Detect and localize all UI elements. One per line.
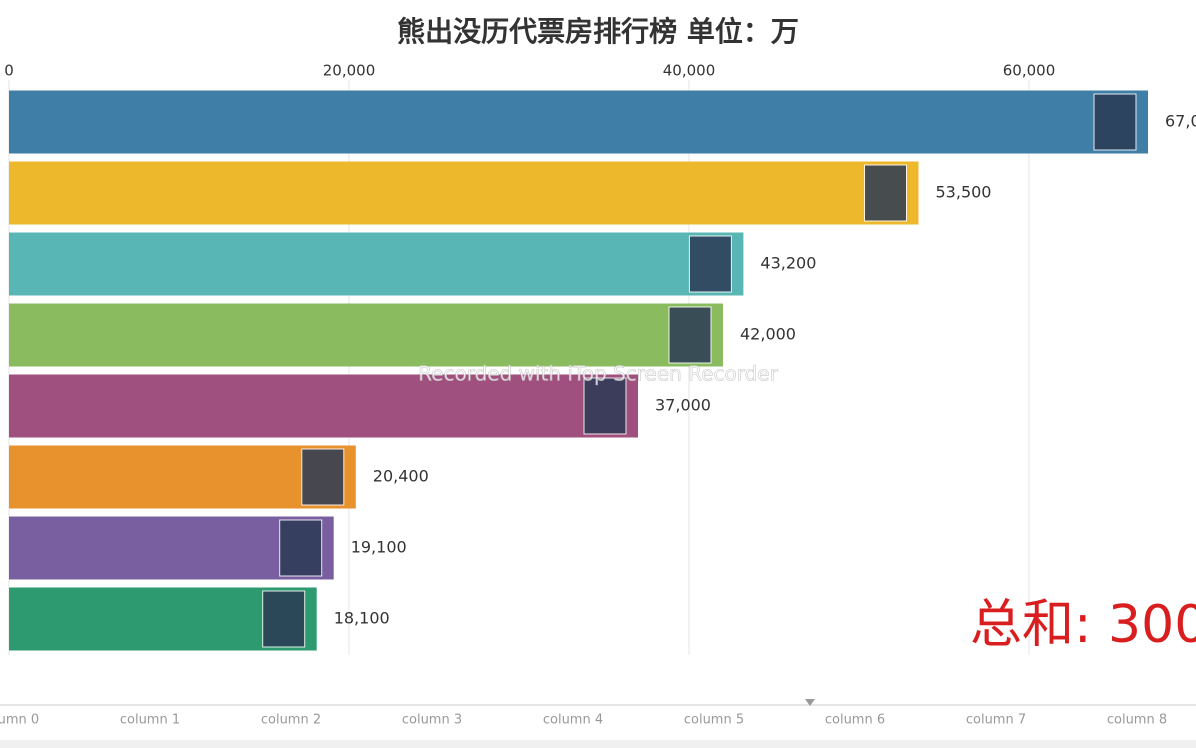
poster — [262, 590, 306, 648]
x-tick-label: 40,000 — [663, 62, 716, 80]
watermark: Recorded with iTop Screen Recorder — [418, 362, 778, 386]
timeline-label[interactable]: column 5 — [684, 713, 744, 728]
poster — [1093, 93, 1137, 151]
timeline-label[interactable]: column 4 — [543, 713, 603, 728]
poster — [688, 235, 732, 293]
poster — [301, 448, 345, 506]
value-label: 37,000 — [655, 396, 711, 415]
bar — [9, 445, 356, 509]
bar — [9, 161, 919, 225]
bar — [9, 232, 744, 296]
timeline-label[interactable]: column 6 — [825, 713, 885, 728]
value-label: 18,100 — [334, 609, 390, 628]
chart-title: 熊出没历代票房排行榜 单位：万 — [397, 15, 799, 48]
poster — [583, 377, 627, 435]
total-annotation: 总和: 300,300 — [970, 595, 1196, 655]
value-label: 42,000 — [740, 325, 796, 344]
timeline-label[interactable]: column 2 — [261, 713, 321, 728]
x-tick-label: 60,000 — [1003, 62, 1056, 80]
timeline-label[interactable]: column 1 — [120, 713, 180, 728]
bar — [9, 90, 1148, 154]
timeline-label[interactable]: column 7 — [966, 713, 1026, 728]
timeline-label[interactable]: column 0 — [0, 713, 39, 728]
footer-bar — [0, 740, 1196, 748]
value-label: 53,500 — [936, 183, 992, 202]
x-tick-label: 20,000 — [323, 62, 376, 80]
value-label: 20,400 — [373, 467, 429, 486]
value-label: 67,000 — [1165, 112, 1196, 131]
poster — [279, 519, 323, 577]
timeline-label[interactable]: column 3 — [402, 713, 462, 728]
poster — [864, 164, 907, 222]
timeline-marker[interactable] — [805, 699, 815, 706]
x-tick-label: 0 — [4, 62, 14, 80]
value-label: 43,200 — [760, 254, 816, 273]
bar — [9, 303, 723, 367]
poster — [668, 306, 712, 364]
timeline-label[interactable]: column 8 — [1107, 713, 1167, 728]
bar — [9, 374, 638, 438]
value-label: 19,100 — [351, 538, 407, 557]
